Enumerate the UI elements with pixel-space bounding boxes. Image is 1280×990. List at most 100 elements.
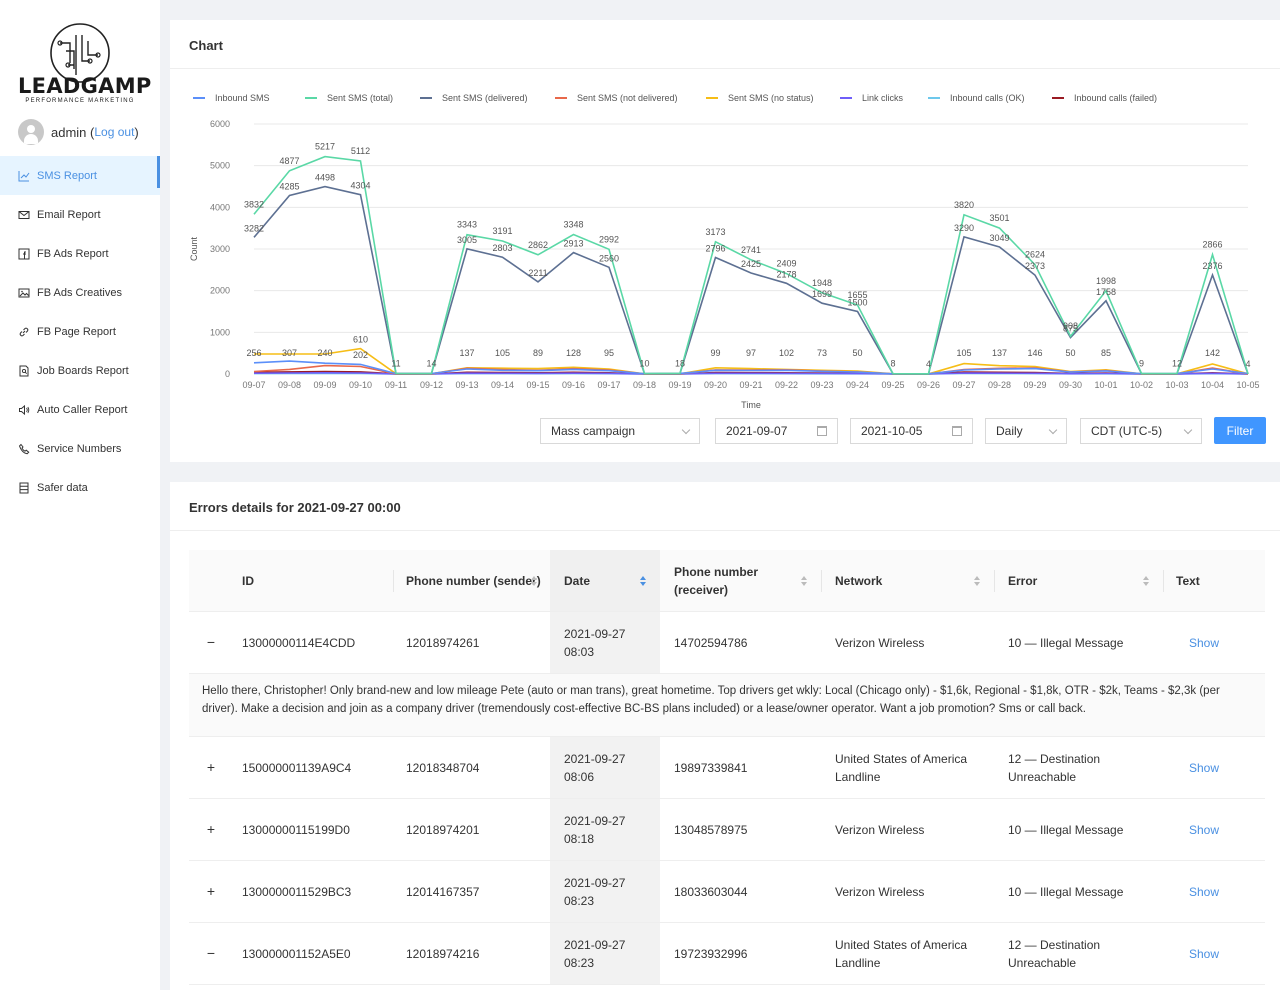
sort-icon[interactable] [531, 576, 537, 586]
col-receiver[interactable]: Phone number (receiver) [674, 565, 759, 597]
row-receiver: 18033603044 [674, 885, 748, 899]
date-from-picker[interactable]: 2021-09-07 [715, 418, 838, 444]
expand-toggle[interactable]: + [206, 883, 216, 899]
col-text: Text [1176, 574, 1200, 588]
show-text-link[interactable]: Show [1189, 947, 1220, 961]
data-label: 1758 [1096, 287, 1116, 297]
image-icon [18, 288, 30, 297]
col-date[interactable]: Date [564, 574, 591, 588]
data-label: 85 [1101, 348, 1111, 358]
x-tick-label: 10-01 [1094, 380, 1117, 390]
col-network[interactable]: Network [835, 574, 883, 588]
granularity-select[interactable]: Daily [985, 418, 1067, 444]
data-label: 105 [495, 348, 510, 358]
sort-icon[interactable] [974, 576, 980, 586]
x-tick-label: 09-20 [704, 380, 727, 390]
brand-logo-icon [50, 23, 110, 83]
sidebar-item-fb-ads-report[interactable]: FB Ads Report [0, 234, 160, 273]
expand-toggle[interactable]: − [206, 634, 216, 650]
timezone-value: CDT (UTC-5) [1091, 424, 1163, 438]
data-label: 50 [1065, 348, 1075, 358]
row-error: 10 — Illegal Message [1008, 823, 1124, 837]
show-text-link[interactable]: Show [1189, 823, 1220, 837]
row-date: 2021-09-27 08:23 [564, 876, 626, 908]
data-label: 89 [533, 348, 543, 358]
data-label: 3348 [563, 220, 583, 230]
data-label: 1699 [812, 289, 832, 299]
user-paren-open: ( [86, 124, 95, 140]
data-label: 2866 [1202, 240, 1222, 250]
col-sender[interactable]: Phone number (sender) [406, 574, 541, 588]
data-label: 1948 [812, 278, 832, 288]
data-label: 2409 [776, 259, 796, 269]
col-error[interactable]: Error [1008, 574, 1038, 588]
row-receiver: 19897339841 [674, 761, 748, 775]
filter-button[interactable]: Filter [1214, 417, 1266, 444]
sidebar-item-label: Job Boards Report [37, 364, 129, 377]
data-label: 99 [710, 348, 720, 358]
sidebar-item-label: Email Report [37, 208, 101, 221]
date-to-picker[interactable]: 2021-10-05 [850, 418, 973, 444]
show-text-link[interactable]: Show [1189, 761, 1220, 775]
data-label: 10 [639, 359, 649, 369]
data-label: 307 [282, 348, 297, 358]
series-line [253, 360, 1249, 375]
table-row: − 13000000114E4CDD 12018974261 2021-09-27 0… [189, 612, 1265, 674]
sort-icon[interactable] [801, 576, 807, 586]
col-id[interactable]: ID [242, 574, 254, 588]
x-tick-label: 09-29 [1023, 380, 1046, 390]
data-label: 2376 [1202, 261, 1222, 271]
x-tick-label: 09-28 [988, 380, 1011, 390]
row-sender: 12018974201 [406, 823, 480, 837]
timezone-select[interactable]: CDT (UTC-5) [1080, 418, 1202, 444]
data-label: 4 [926, 359, 931, 369]
row-date: 2021-09-27 08:23 [564, 938, 626, 970]
sort-asc-icon[interactable] [640, 576, 646, 586]
sidebar-item-label: FB Ads Report [37, 247, 109, 260]
y-tick-label: 4000 [210, 202, 230, 212]
y-tick-label: 1000 [210, 327, 230, 337]
sidebar-item-auto-caller-report[interactable]: Auto Caller Report [0, 390, 160, 429]
x-tick-label: 09-13 [455, 380, 478, 390]
expand-toggle[interactable]: + [206, 821, 216, 837]
user-name: admin [51, 124, 87, 140]
row-error: 12 — Destination Unreachable [1008, 938, 1101, 970]
row-id: 13000000115199D0 [242, 823, 350, 837]
row-error: 10 — Illegal Message [1008, 636, 1124, 650]
mail-icon [18, 210, 30, 219]
legend-item: Inbound calls (OK) [950, 93, 1025, 103]
data-label: 202 [353, 350, 368, 360]
expand-toggle[interactable]: − [206, 945, 216, 961]
sidebar-item-service-numbers[interactable]: Service Numbers [0, 429, 160, 468]
row-id: 150000001139A9C4 [242, 761, 352, 775]
sidebar-item-job-boards-report[interactable]: Job Boards Report [0, 351, 160, 390]
data-label: 2373 [1025, 261, 1045, 271]
sort-icon[interactable] [1143, 576, 1149, 586]
x-tick-label: 09-09 [313, 380, 336, 390]
chevron-down-icon [1048, 425, 1058, 434]
row-date: 2021-09-27 08:03 [564, 627, 626, 659]
sidebar-item-sms-report[interactable]: SMS Report [0, 156, 160, 195]
errors-card: Errors details for 2021-09-27 00:00 ID P… [170, 482, 1280, 990]
show-text-link[interactable]: Show [1189, 636, 1220, 650]
row-receiver: 19723932996 [674, 947, 748, 961]
logout-link[interactable]: Log out [94, 125, 135, 139]
show-text-link[interactable]: Show [1189, 885, 1220, 899]
expand-toggle[interactable]: + [206, 759, 216, 775]
data-label: 137 [992, 348, 1007, 358]
data-label: 11 [391, 359, 400, 369]
sidebar-item-safer-data[interactable]: Safer data [0, 468, 160, 507]
granularity-value: Daily [996, 424, 1023, 438]
line-chart-icon [18, 170, 30, 181]
table-row: − 130000001152A5E0 12018974216 2021-09-27 0… [189, 923, 1265, 985]
phone-icon [18, 443, 30, 454]
x-tick-label: 09-23 [810, 380, 833, 390]
campaign-select[interactable]: Mass campaign [540, 418, 700, 444]
row-id: 1300000011529BC3 [242, 885, 352, 899]
sidebar-item-email-report[interactable]: Email Report [0, 195, 160, 234]
sidebar-item-fb-page-report[interactable]: FB Page Report [0, 312, 160, 351]
campaign-select-value: Mass campaign [551, 424, 636, 438]
sidebar-item-label: SMS Report [37, 169, 97, 182]
sidebar-item-fb-ads-creatives[interactable]: FB Ads Creatives [0, 273, 160, 312]
database-icon [19, 482, 29, 493]
